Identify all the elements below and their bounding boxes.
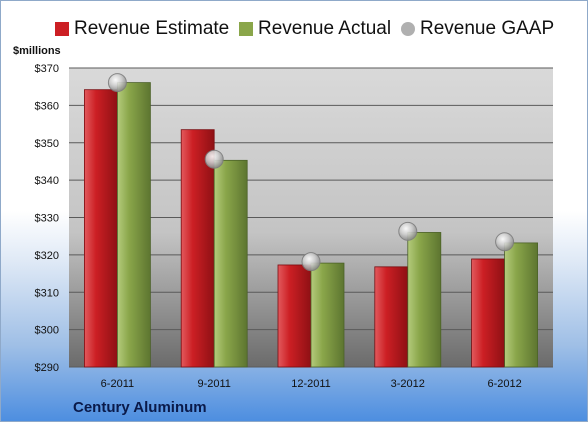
bar-revenue-actual (407, 232, 442, 368)
y-tick-label: $340 (35, 175, 59, 187)
y-tick-label: $350 (35, 138, 59, 150)
company-name: Century Aluminum (73, 399, 207, 416)
legend-label-estimate: Revenue Estimate (74, 18, 230, 39)
bar-revenue-actual (213, 159, 248, 368)
marker-revenue-gaap (301, 252, 321, 272)
x-tick-label: 6-2011 (101, 378, 134, 390)
y-tick-label: $360 (35, 100, 59, 112)
marker-revenue-gaap (107, 73, 127, 93)
x-tick-label: 6-2012 (487, 378, 521, 390)
bar-revenue-estimate (84, 89, 118, 368)
y-axis-ticks: $290 $300 $310 $320 $330 $340 $350 $360 $370 (35, 63, 59, 374)
bar-revenue-actual (310, 262, 345, 368)
bar-revenue-actual (504, 242, 539, 368)
marker-revenue-gaap (398, 221, 418, 241)
bar-revenue-estimate (374, 266, 409, 368)
x-axis-ticks: 6-2011 9-2011 12-2011 3-2012 6-2012 (101, 378, 522, 390)
bar-revenue-estimate (180, 129, 215, 368)
legend-label-gaap: Revenue GAAP (420, 18, 555, 39)
y-tick-label: $320 (35, 250, 59, 262)
legend-swatch-estimate (55, 22, 69, 36)
legend: Revenue Estimate Revenue Actual Revenue … (1, 15, 588, 43)
y-tick-label: $300 (35, 325, 59, 337)
y-tick-label: $290 (35, 362, 59, 374)
marker-revenue-gaap (495, 232, 515, 252)
bar-revenue-estimate (277, 264, 312, 368)
legend-swatch-gaap (401, 22, 415, 36)
gaap-markers (107, 73, 515, 272)
y-tick-label: $310 (35, 287, 59, 299)
legend-label-actual: Revenue Actual (258, 18, 392, 39)
marker-revenue-gaap (204, 149, 224, 169)
y-axis-unit-label: $millions (13, 45, 61, 57)
bars (84, 82, 539, 368)
legend-item-estimate: Revenue Estimate (55, 15, 229, 43)
y-tick-label: $370 (35, 63, 59, 75)
x-tick-label: 9-2011 (197, 378, 230, 390)
x-tick-label: 3-2012 (391, 378, 425, 390)
legend-item-gaap: Revenue GAAP (401, 15, 554, 43)
y-tick-label: $330 (35, 213, 59, 225)
bar-revenue-actual (117, 82, 151, 368)
legend-swatch-actual (239, 22, 253, 36)
legend-item-actual: Revenue Actual (239, 15, 391, 43)
bar-revenue-estimate (471, 258, 506, 368)
x-tick-label: 12-2011 (291, 378, 331, 390)
